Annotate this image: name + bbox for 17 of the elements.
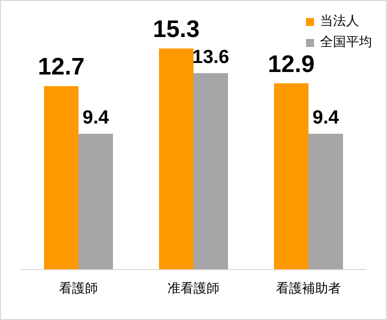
data-label: 12.7 (38, 54, 85, 81)
data-label: 9.4 (82, 107, 110, 128)
data-label: 13.6 (192, 46, 230, 68)
legend-label: 全国平均 (320, 34, 372, 52)
bar (78, 134, 113, 270)
data-label: 9.4 (312, 107, 340, 128)
data-label: 12.9 (268, 50, 315, 78)
bar (159, 48, 194, 270)
bar (194, 73, 228, 270)
bar (44, 86, 78, 270)
data-label: 15.3 (152, 16, 200, 44)
bar (274, 83, 308, 270)
x-tick-label: 看護補助者 (276, 282, 341, 297)
legend-label: 当法人 (320, 13, 359, 31)
x-tick-label: 准看護師 (168, 282, 220, 297)
bar (308, 134, 343, 270)
x-tick-label: 看護師 (59, 282, 98, 297)
